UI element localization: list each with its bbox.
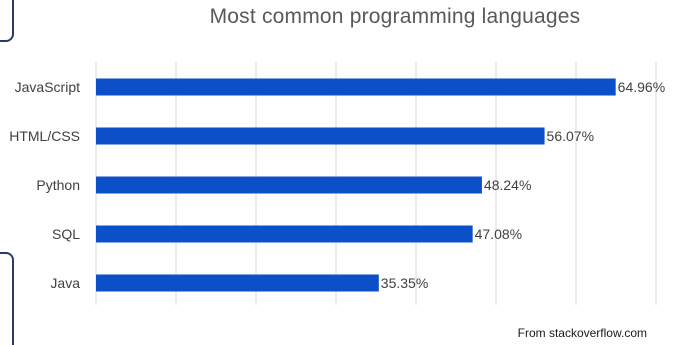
- source-note: From stackoverflow.com: [517, 326, 647, 340]
- side-frame-bottom: [0, 252, 14, 345]
- value-label: 56.07%: [547, 128, 594, 144]
- category-label: HTML/CSS: [9, 128, 80, 144]
- value-label: 35.35%: [381, 275, 428, 291]
- chart-title: Most common programming languages: [209, 5, 581, 28]
- labels: JavaScript 64.96% HTML/CSS 56.07% Python 48.2…: [9, 79, 665, 291]
- bar-html-css: [96, 127, 545, 145]
- bar-javascript: [96, 78, 616, 96]
- value-label: 64.96%: [618, 79, 665, 95]
- bar-python: [96, 176, 482, 194]
- category-label: Java: [50, 275, 80, 291]
- value-label: 47.08%: [475, 226, 522, 242]
- bar-sql: [96, 225, 473, 243]
- bars: [96, 78, 616, 292]
- value-label: 48.24%: [484, 177, 531, 193]
- side-frame-top: [0, 0, 14, 42]
- bar-java: [96, 274, 379, 292]
- category-label: SQL: [52, 226, 80, 242]
- category-label: Python: [36, 177, 80, 193]
- category-label: JavaScript: [15, 79, 80, 95]
